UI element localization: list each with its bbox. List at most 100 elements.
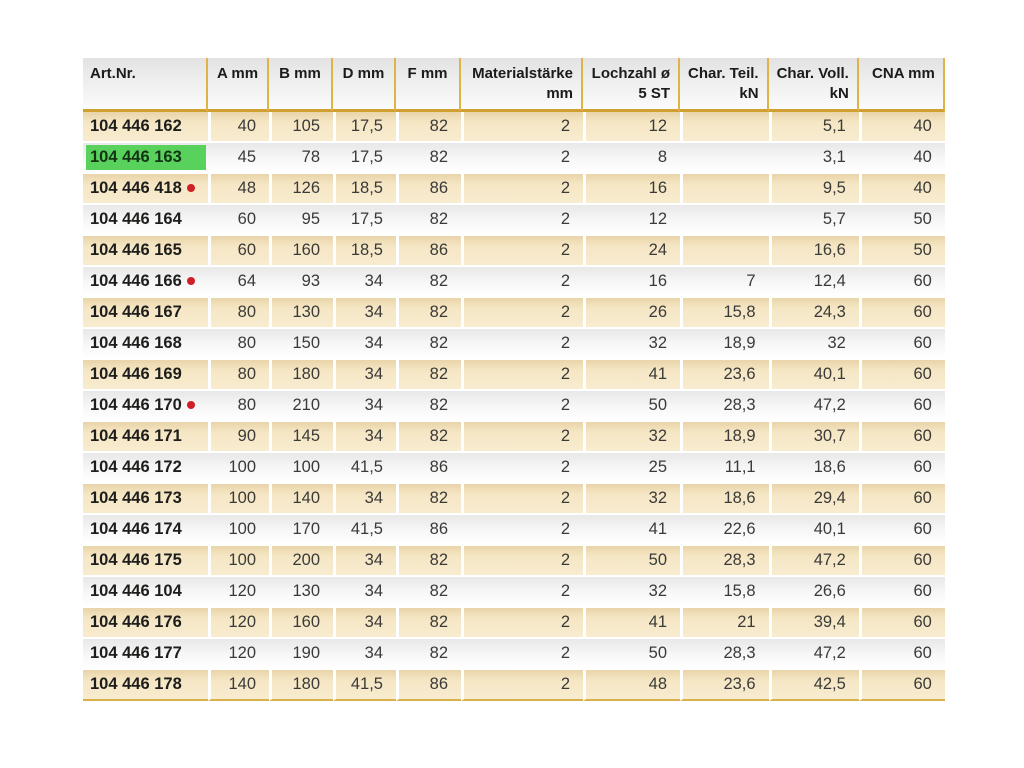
lochzahl-cell: 48 [583,670,680,701]
char_teil-cell: 18,9 [680,329,769,360]
f_mm-cell: 86 [396,236,461,267]
char_voll-cell: 3,1 [768,143,859,174]
char_voll-cell: 9,5 [768,174,859,205]
artnr-cell[interactable]: 104 446 168 [83,329,208,360]
d_mm-cell: 34 [333,422,396,453]
artnr-text: 104 446 165 [90,241,182,259]
lochzahl-cell: 12 [583,112,680,143]
f_mm-cell: 82 [396,639,461,670]
artnr-cell[interactable]: 104 446 173 [83,484,208,515]
char_teil-cell [680,112,769,143]
artnr-cell[interactable]: 104 446 166 [83,267,208,298]
header-label-line1: D mm [342,65,385,82]
header-label-line2: 5 ST [638,84,670,102]
a_mm-cell: 100 [208,484,269,515]
table-row: 104 446 174 100 170 41,5 86 2 41 22,6 40,1 60 [83,515,945,546]
artnr-cell[interactable]: 104 446 178 [83,670,208,701]
f_mm-cell: 82 [396,608,461,639]
a_mm-cell: 100 [208,515,269,546]
a_mm-cell: 40 [208,112,269,143]
cna-cell: 40 [858,143,945,174]
artnr-cell[interactable]: 104 446 170 [83,391,208,422]
d_mm-cell: 34 [333,546,396,577]
char_teil-cell: 28,3 [680,391,769,422]
cna-cell: 60 [858,608,945,639]
d_mm-cell: 18,5 [333,174,396,205]
cna-cell: 60 [858,391,945,422]
cna-cell: 60 [858,298,945,329]
f_mm-cell: 82 [396,546,461,577]
b_mm-cell: 145 [269,422,333,453]
artnr-cell[interactable]: 104 446 172 [83,453,208,484]
artnr-cell[interactable]: 104 446 175 [83,546,208,577]
f_mm-cell: 82 [396,484,461,515]
char_voll-cell: 30,7 [768,422,859,453]
f_mm-cell: 82 [396,112,461,143]
char_voll-cell: 5,7 [768,205,859,236]
char_voll-cell: 39,4 [768,608,859,639]
b_mm-cell: 190 [269,639,333,670]
lochzahl-cell: 8 [583,143,680,174]
f_mm-cell: 82 [396,329,461,360]
artnr-text: 104 446 177 [90,644,182,662]
char_teil-cell: 18,9 [680,422,769,453]
red-dot-icon [186,401,195,409]
red-dot-icon [186,277,195,285]
header-label-line1: Lochzahl ø [591,65,670,82]
f_mm-cell: 82 [396,577,461,608]
table-row: 104 446 162 40 105 17,5 82 2 12 5,1 40 [83,112,945,143]
char_voll-cell: 47,2 [768,639,859,670]
table-row: 104 446 172 100 100 41,5 86 2 25 11,1 18,6 60 [83,453,945,484]
artnr-cell[interactable]: 104 446 162 [83,112,208,143]
cna-cell: 60 [858,267,945,298]
char_teil-cell: 15,8 [680,298,769,329]
artnr-cell[interactable]: 104 446 163 [83,143,208,174]
char_voll-cell: 32 [768,329,859,360]
d_mm-cell: 41,5 [333,515,396,546]
material-cell: 2 [461,391,583,422]
b_mm-cell: 170 [269,515,333,546]
d_mm-cell: 34 [333,391,396,422]
char_teil-cell: 22,6 [680,515,769,546]
material-cell: 2 [461,453,583,484]
artnr-cell[interactable]: 104 446 164 [83,205,208,236]
b_mm-cell: 180 [269,670,333,701]
artnr-cell[interactable]: 104 446 176 [83,608,208,639]
a_mm-cell: 100 [208,546,269,577]
b_mm-cell: 93 [269,267,333,298]
b_mm-cell: 180 [269,360,333,391]
char_teil-cell: 28,3 [680,639,769,670]
artnr-cell[interactable]: 104 446 167 [83,298,208,329]
artnr-cell[interactable]: 104 446 104 [83,577,208,608]
artnr-cell[interactable]: 104 446 174 [83,515,208,546]
artnr-cell[interactable]: 104 446 171 [83,422,208,453]
char_voll-cell: 12,4 [768,267,859,298]
table-row: 104 446 418 48 126 18,5 86 2 16 9,5 40 [83,174,945,205]
char_teil-cell: 21 [680,608,769,639]
d_mm-cell: 17,5 [333,143,396,174]
table-row: 104 446 176 120 160 34 82 2 41 21 39,4 60 [83,608,945,639]
d_mm-cell: 34 [333,329,396,360]
f_mm-cell: 82 [396,205,461,236]
b_mm-cell: 95 [269,205,333,236]
a_mm-cell: 100 [208,453,269,484]
cna-cell: 60 [858,422,945,453]
char_teil-cell: 15,8 [680,577,769,608]
artnr-text: 104 446 169 [90,365,182,383]
column-header-lochzahl: Lochzahl ø 5 ST [583,58,680,112]
artnr-cell[interactable]: 104 446 418 [83,174,208,205]
artnr-text: 104 446 178 [90,675,182,693]
artnr-cell[interactable]: 104 446 169 [83,360,208,391]
column-header-d_mm: D mm [333,58,396,112]
highlighted-artnr: 104 446 163 [86,145,206,170]
column-header-a_mm: A mm [208,58,269,112]
d_mm-cell: 41,5 [333,453,396,484]
header-label-line2: kN [739,84,759,102]
char_voll-cell: 26,6 [768,577,859,608]
artnr-text: 104 446 174 [90,520,182,538]
artnr-cell[interactable]: 104 446 165 [83,236,208,267]
b_mm-cell: 160 [269,608,333,639]
artnr-cell[interactable]: 104 446 177 [83,639,208,670]
d_mm-cell: 18,5 [333,236,396,267]
char_teil-cell [680,174,769,205]
